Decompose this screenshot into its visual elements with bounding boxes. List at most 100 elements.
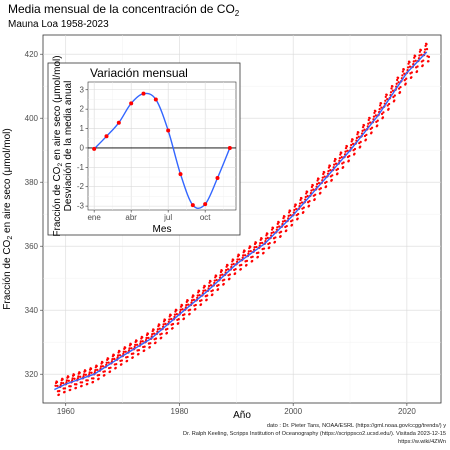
x-tick-label: 1980	[171, 407, 189, 416]
observation-point	[384, 99, 387, 102]
observation-point	[137, 348, 141, 352]
observation-point	[342, 161, 345, 164]
observation-point	[393, 99, 396, 102]
inset-month-point	[104, 134, 109, 139]
observation-point	[386, 104, 389, 107]
observation-point	[315, 182, 319, 186]
observation-point	[422, 59, 425, 62]
observation-point	[367, 118, 370, 122]
observation-point	[243, 249, 246, 253]
observation-point	[401, 74, 404, 77]
observation-point	[249, 245, 252, 249]
observation-point	[173, 313, 177, 316]
observation-point	[124, 346, 127, 349]
observation-point	[387, 107, 390, 111]
observation-point	[384, 95, 387, 99]
observation-point	[234, 268, 237, 271]
inset-y-tick-label: -3	[77, 202, 85, 211]
observation-point	[361, 126, 365, 129]
observation-point	[323, 171, 326, 174]
observation-point	[330, 178, 333, 182]
observation-point	[416, 65, 419, 68]
observation-point	[216, 288, 220, 291]
observation-point	[311, 184, 314, 187]
observation-point	[285, 229, 288, 232]
observation-point	[323, 175, 326, 178]
observation-point	[385, 93, 388, 97]
inset-month-point	[190, 203, 195, 208]
observation-point	[420, 53, 423, 56]
observation-point	[228, 273, 232, 276]
observation-point	[296, 217, 299, 220]
observation-point	[86, 382, 89, 386]
observation-point	[264, 237, 268, 240]
inset-month-point	[178, 172, 183, 177]
observation-point	[257, 251, 260, 254]
observation-point	[58, 389, 61, 393]
observation-point	[185, 303, 188, 307]
observation-point	[141, 336, 144, 339]
observation-point	[396, 78, 399, 82]
observation-point	[228, 277, 231, 280]
observation-point	[278, 225, 281, 228]
observation-point	[334, 158, 337, 161]
observation-point	[340, 151, 343, 155]
observation-point	[103, 374, 106, 377]
observation-point	[63, 387, 67, 390]
observation-point	[139, 340, 142, 343]
inset-x-tick-label: abr	[125, 213, 137, 222]
observation-point	[164, 322, 167, 326]
observation-point	[219, 274, 222, 277]
observation-point	[346, 149, 349, 152]
observation-point	[233, 272, 237, 275]
observation-point	[111, 357, 114, 361]
inset-month-point	[227, 145, 232, 150]
observation-point	[293, 208, 296, 212]
y-tick-label: 320	[25, 370, 39, 379]
observation-point	[226, 264, 229, 267]
observation-point	[403, 72, 406, 75]
observation-point	[78, 371, 81, 375]
observation-point	[395, 82, 398, 85]
observation-point	[342, 165, 345, 169]
observation-point	[283, 219, 287, 222]
observation-point	[152, 328, 155, 331]
observation-point	[215, 278, 218, 282]
observation-point	[268, 246, 271, 249]
observation-point	[61, 378, 64, 381]
observation-point	[329, 169, 332, 172]
observation-point	[414, 59, 417, 62]
observation-point	[238, 258, 241, 261]
observation-point	[177, 322, 180, 325]
observation-point	[182, 317, 186, 320]
observation-point	[56, 384, 59, 387]
observation-point	[162, 323, 165, 326]
observation-point	[266, 236, 269, 240]
observation-point	[88, 373, 91, 376]
observation-point	[91, 380, 95, 384]
observation-point	[281, 220, 285, 223]
observation-point	[351, 138, 354, 141]
observation-point	[55, 380, 59, 384]
caption-line-2: Dr. Ralph Keeling, Scripps Institution o…	[183, 431, 446, 437]
observation-point	[156, 328, 160, 331]
observation-point	[82, 375, 85, 378]
observation-point	[149, 342, 152, 345]
inset-title: Variación mensual	[90, 66, 188, 80]
observation-point	[116, 354, 120, 357]
observation-point	[77, 375, 80, 378]
inset-month-point	[215, 176, 220, 180]
observation-point	[310, 189, 313, 192]
observation-point	[408, 65, 412, 68]
observation-point	[76, 377, 79, 380]
observation-point	[359, 145, 362, 148]
caption: dato : Dr. Pieter Tans, NOAA/ESRL (https…	[183, 423, 446, 445]
observation-point	[143, 345, 146, 348]
observation-point	[344, 150, 347, 153]
observation-point	[273, 240, 277, 244]
observation-point	[353, 152, 356, 155]
observation-point	[357, 131, 360, 134]
observation-point	[291, 219, 294, 222]
observation-point	[253, 246, 256, 249]
observation-point	[357, 135, 360, 138]
